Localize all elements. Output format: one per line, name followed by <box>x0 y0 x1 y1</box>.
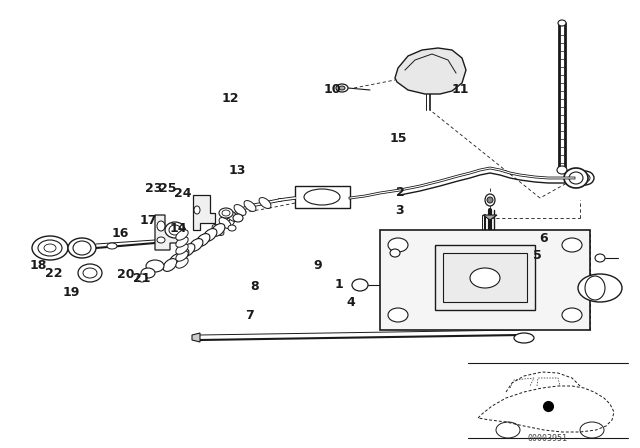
Ellipse shape <box>83 268 97 278</box>
Ellipse shape <box>163 258 177 271</box>
Ellipse shape <box>203 228 217 241</box>
Text: 5: 5 <box>533 249 542 262</box>
Ellipse shape <box>176 244 188 254</box>
Text: 14: 14 <box>169 222 187 235</box>
Text: 17: 17 <box>140 214 157 227</box>
Text: 3: 3 <box>396 204 404 217</box>
Ellipse shape <box>165 222 185 238</box>
Ellipse shape <box>137 274 147 282</box>
Text: 24: 24 <box>173 187 191 200</box>
Ellipse shape <box>212 224 224 236</box>
Ellipse shape <box>169 225 181 235</box>
Ellipse shape <box>176 258 188 268</box>
Bar <box>380 230 590 330</box>
Text: 18: 18 <box>29 258 47 272</box>
Text: 10: 10 <box>324 83 342 96</box>
Text: 7: 7 <box>245 309 254 323</box>
Ellipse shape <box>585 276 605 300</box>
Ellipse shape <box>157 237 165 243</box>
Text: 21: 21 <box>133 272 151 285</box>
Ellipse shape <box>388 238 408 252</box>
Ellipse shape <box>222 210 230 216</box>
Ellipse shape <box>226 211 238 221</box>
Ellipse shape <box>219 208 233 218</box>
Ellipse shape <box>68 238 96 258</box>
Polygon shape <box>395 48 466 94</box>
Ellipse shape <box>562 308 582 322</box>
Text: 12: 12 <box>221 92 239 105</box>
Ellipse shape <box>558 20 566 26</box>
Text: 19: 19 <box>63 285 81 299</box>
Text: 15: 15 <box>389 132 407 146</box>
Text: 23: 23 <box>145 181 163 195</box>
Bar <box>435 245 535 310</box>
Ellipse shape <box>194 206 200 214</box>
Text: 6: 6 <box>540 232 548 245</box>
Ellipse shape <box>562 238 582 252</box>
Ellipse shape <box>107 243 117 249</box>
Ellipse shape <box>388 308 408 322</box>
Bar <box>443 253 527 302</box>
Ellipse shape <box>141 268 155 278</box>
Ellipse shape <box>514 333 534 343</box>
Ellipse shape <box>38 240 62 256</box>
Ellipse shape <box>569 172 583 184</box>
Ellipse shape <box>44 244 56 252</box>
Ellipse shape <box>73 241 91 255</box>
Text: 16: 16 <box>111 227 129 241</box>
Ellipse shape <box>352 279 368 291</box>
Ellipse shape <box>175 249 189 262</box>
Ellipse shape <box>146 260 164 272</box>
Polygon shape <box>483 215 497 220</box>
Text: 4: 4 <box>346 296 355 309</box>
Ellipse shape <box>78 264 102 282</box>
Text: 22: 22 <box>45 267 63 280</box>
Ellipse shape <box>470 268 500 288</box>
Ellipse shape <box>390 249 400 257</box>
Text: 8: 8 <box>250 280 259 293</box>
Text: 25: 25 <box>159 181 177 195</box>
Ellipse shape <box>189 239 203 251</box>
Ellipse shape <box>196 233 210 246</box>
Ellipse shape <box>234 205 246 215</box>
Ellipse shape <box>557 166 567 174</box>
Polygon shape <box>193 195 215 230</box>
Ellipse shape <box>176 230 188 240</box>
Text: 11: 11 <box>452 83 470 96</box>
Ellipse shape <box>169 254 183 267</box>
Ellipse shape <box>595 254 605 262</box>
Ellipse shape <box>580 422 604 438</box>
Ellipse shape <box>157 221 165 231</box>
Ellipse shape <box>219 218 231 228</box>
Ellipse shape <box>181 244 195 256</box>
Ellipse shape <box>228 225 236 231</box>
Ellipse shape <box>32 236 68 260</box>
Ellipse shape <box>244 201 256 211</box>
Ellipse shape <box>176 251 188 261</box>
Text: 00003951: 00003951 <box>528 434 568 443</box>
Text: 9: 9 <box>314 258 323 272</box>
Ellipse shape <box>233 214 243 222</box>
Ellipse shape <box>485 194 495 206</box>
Ellipse shape <box>259 198 271 208</box>
Ellipse shape <box>576 171 594 185</box>
Ellipse shape <box>487 197 493 203</box>
Ellipse shape <box>496 422 520 438</box>
Ellipse shape <box>211 224 225 237</box>
Ellipse shape <box>304 189 340 205</box>
Bar <box>295 186 350 208</box>
Text: 20: 20 <box>116 267 134 281</box>
Polygon shape <box>155 215 178 250</box>
Ellipse shape <box>336 84 348 92</box>
Ellipse shape <box>339 86 345 90</box>
Polygon shape <box>192 333 200 342</box>
Text: 2: 2 <box>396 186 404 199</box>
Ellipse shape <box>578 274 622 302</box>
Text: 1: 1 <box>335 278 344 291</box>
Ellipse shape <box>580 174 590 182</box>
Ellipse shape <box>176 237 188 247</box>
Text: 13: 13 <box>228 164 246 177</box>
Ellipse shape <box>564 168 588 188</box>
